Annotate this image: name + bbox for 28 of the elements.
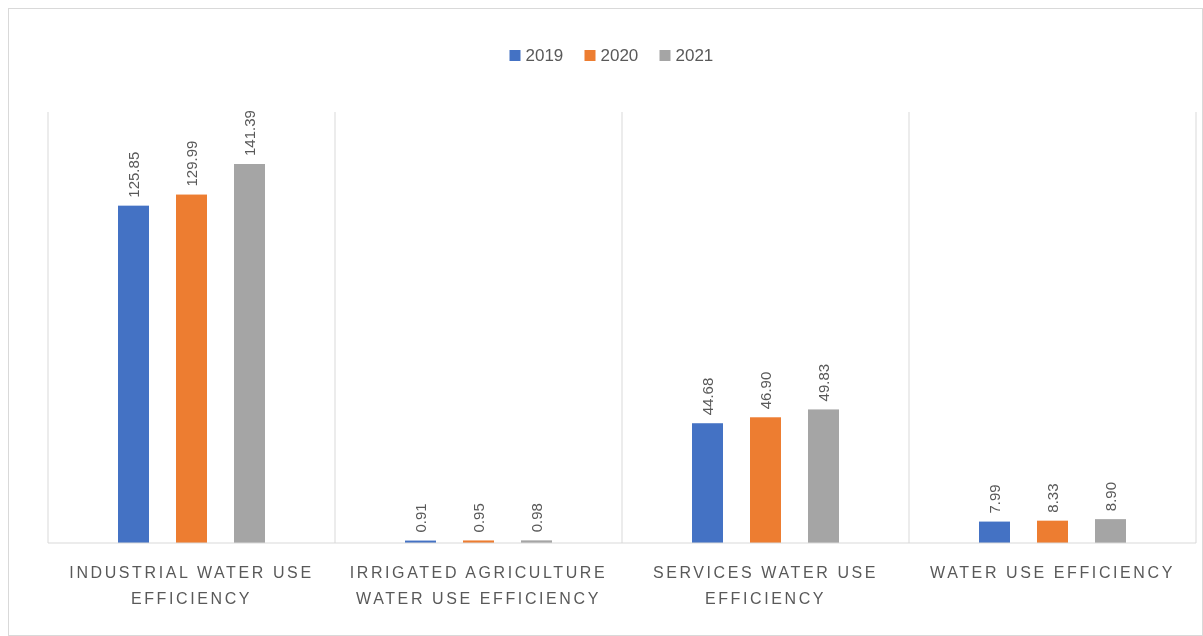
bar <box>176 194 207 543</box>
bar <box>234 164 265 543</box>
data-label: 7.99 <box>985 484 1003 514</box>
x-tick-label: WATER USE EFFICIENCY <box>930 564 1175 581</box>
x-tick-label: SERVICES WATER USE EFFICIENCY <box>652 564 879 607</box>
bar <box>1095 519 1126 543</box>
legend-label: 2021 <box>675 46 714 65</box>
data-label: 44.68 <box>698 377 716 416</box>
data-label: 129.99 <box>182 140 200 187</box>
data-label: 8.33 <box>1043 483 1061 513</box>
bar <box>750 417 781 543</box>
data-label: 141.39 <box>240 110 258 156</box>
bar <box>808 409 839 543</box>
data-label: 8.90 <box>1101 481 1119 512</box>
data-label: 0.91 <box>411 503 429 533</box>
x-tick-label: INDUSTRIAL WATER USE EFFICIENCY <box>69 564 314 607</box>
legend-label: 2020 <box>600 46 639 65</box>
data-label: 125.85 <box>124 151 142 198</box>
bar <box>979 521 1010 543</box>
data-label: 49.83 <box>814 363 832 402</box>
bar <box>692 423 723 543</box>
data-label: 46.90 <box>756 371 774 410</box>
data-label: 0.95 <box>469 503 487 533</box>
bar <box>1037 520 1068 543</box>
legend-label: 2019 <box>525 46 564 65</box>
x-tick-label: IRRIGATED AGRICULTURE WATER USE EFFICIENCY <box>349 564 608 607</box>
data-label: 0.98 <box>527 503 545 533</box>
bar <box>118 205 149 543</box>
